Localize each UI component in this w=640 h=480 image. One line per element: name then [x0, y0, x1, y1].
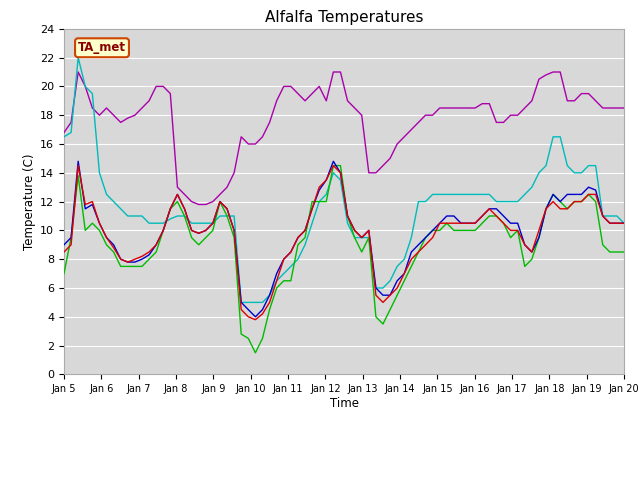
Text: TA_met: TA_met	[78, 41, 126, 54]
X-axis label: Time: Time	[330, 397, 358, 410]
Y-axis label: Temperature (C): Temperature (C)	[23, 153, 36, 250]
Title: Alfalfa Temperatures: Alfalfa Temperatures	[265, 10, 423, 25]
